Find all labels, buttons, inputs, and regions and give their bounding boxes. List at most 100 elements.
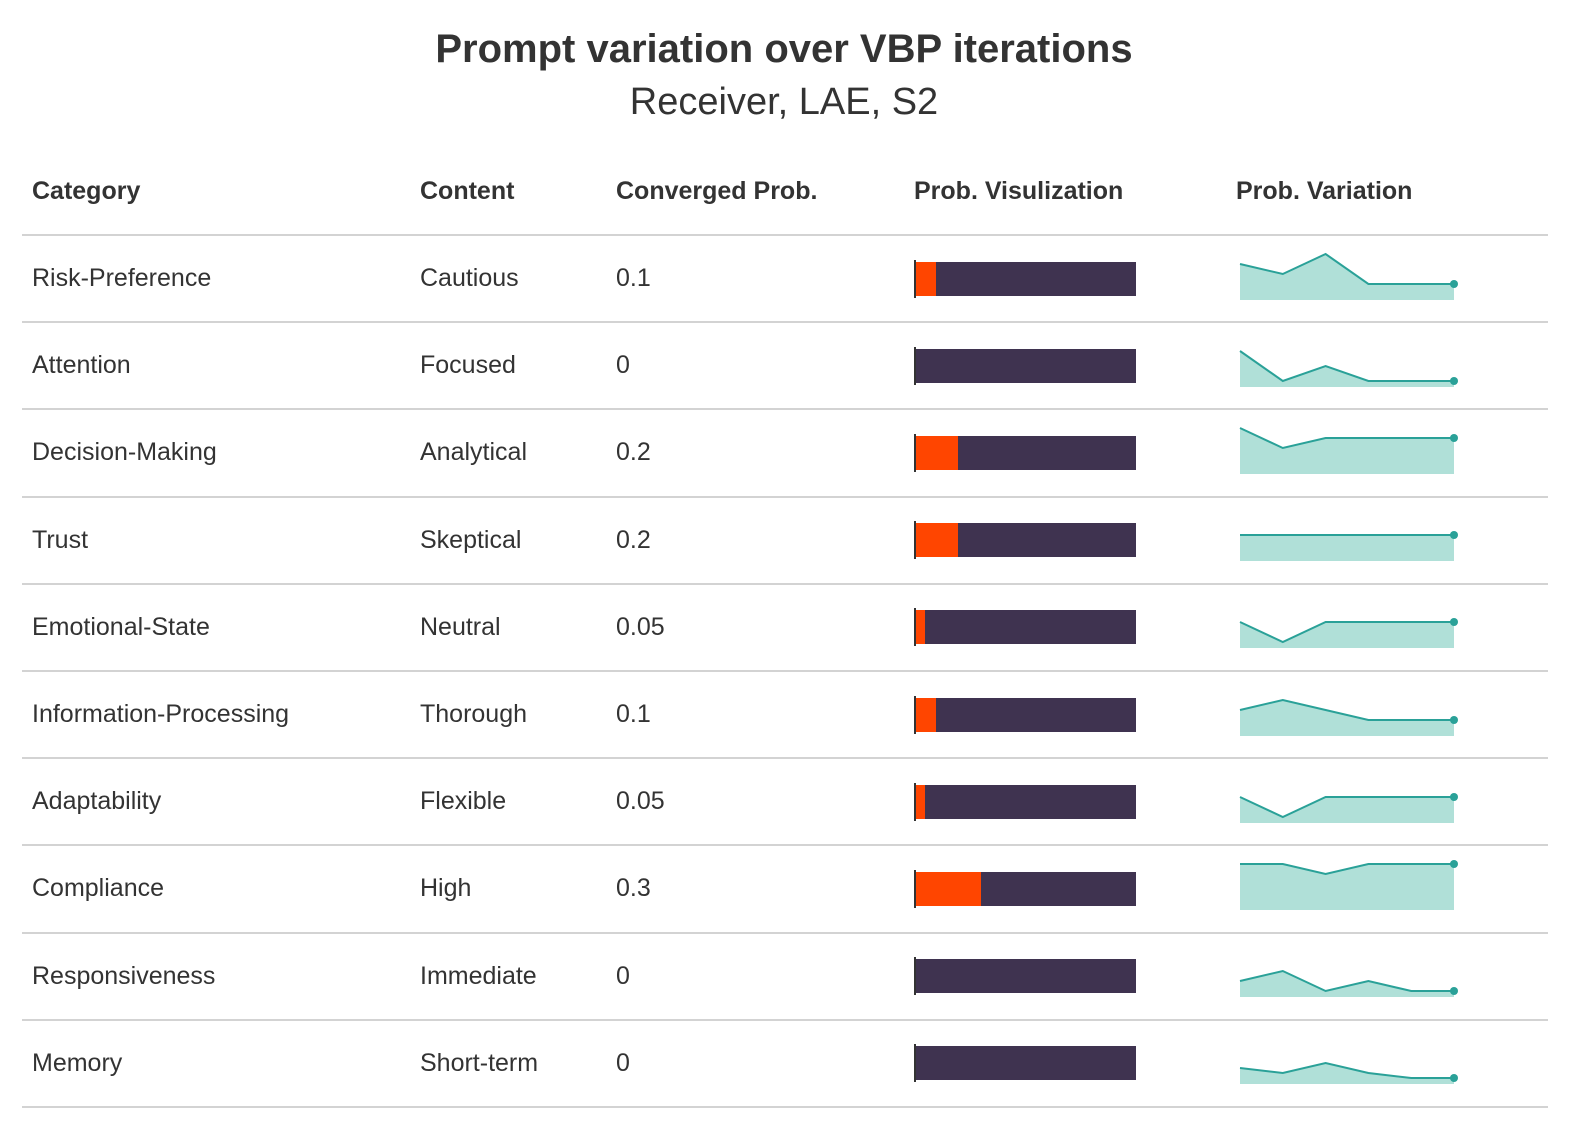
content-cell: Focused <box>420 351 516 380</box>
prob-visualization-cell <box>914 846 1136 931</box>
converged-prob-cell: 0 <box>616 351 630 380</box>
converged-prob-cell: 0.2 <box>616 438 651 467</box>
sparkline <box>1239 427 1458 474</box>
prob-visualization-cell <box>914 236 1136 321</box>
content-cell: High <box>420 874 472 903</box>
content-cell: Cautious <box>420 264 519 293</box>
sparkline-end-point <box>1450 987 1458 996</box>
prob-bar-track <box>914 957 1136 996</box>
sparkline-area <box>1240 622 1454 649</box>
converged-prob-cell: 0.1 <box>616 264 651 293</box>
prob-visualization-cell <box>914 410 1136 495</box>
sparkline-end-point <box>1450 531 1458 540</box>
prob-variation-cell <box>1236 672 1464 757</box>
content-cell: Short-term <box>420 1048 539 1077</box>
prob-variation-cell <box>1236 934 1464 1019</box>
converged-prob-cell: 0.3 <box>616 874 651 903</box>
sparkline-area <box>1240 863 1454 910</box>
sparkline-end-point <box>1450 715 1458 724</box>
prob-bar-fill <box>914 435 959 470</box>
prob-variation-cell <box>1236 410 1464 495</box>
content-cell: Neutral <box>420 612 501 641</box>
prob-bar-axis <box>914 259 916 298</box>
sparkline <box>1239 252 1458 300</box>
prob-bar-axis <box>914 957 916 996</box>
prob-variation-cell <box>1236 323 1464 408</box>
sparkline-area <box>1240 971 1454 998</box>
category-cell: Adaptability <box>32 787 162 816</box>
converged-prob-cell: 0.05 <box>616 787 665 816</box>
category-cell: Information-Processing <box>32 700 290 729</box>
prob-variation-cell <box>1236 759 1464 844</box>
table-row: Information-Processing Thorough 0.1 <box>22 672 1548 760</box>
prob-visualization-cell <box>914 585 1136 670</box>
sparkline-end-point <box>1450 376 1458 385</box>
header-prob-visualization: Prob. Visulization <box>914 177 1124 205</box>
sparkline-end-point <box>1450 433 1458 442</box>
sparkline-end-point <box>1450 279 1458 288</box>
prob-bar-fill <box>914 697 937 732</box>
prob-visualization-cell <box>914 934 1136 1019</box>
table-row: Attention Focused 0 <box>22 323 1548 411</box>
prob-bar-axis <box>914 869 916 908</box>
content-cell: Analytical <box>420 438 527 467</box>
category-cell: Emotional-State <box>32 612 210 641</box>
prob-bar-axis <box>914 433 916 472</box>
sparkline <box>1239 970 1458 998</box>
table-body: Risk-Preference Cautious 0.1 Attention Focus… <box>22 236 1548 1108</box>
content-cell: Thorough <box>420 700 528 729</box>
sparkline-line <box>1239 252 1454 285</box>
chart-subtitle: Receiver, LAE, S2 <box>629 81 939 123</box>
prob-bar-fill <box>914 523 959 558</box>
sparkline-line <box>1240 862 1454 875</box>
prob-bar-axis <box>914 608 916 647</box>
header-content: Content <box>420 177 515 205</box>
sparkline <box>1239 618 1458 649</box>
category-cell: Trust <box>32 525 89 554</box>
sparkline <box>1240 531 1458 562</box>
header-converged-prob: Converged Prob. <box>616 177 818 205</box>
converged-prob-cell: 0 <box>616 1048 630 1077</box>
sparkline <box>1239 349 1458 387</box>
sparkline-line <box>1239 698 1454 721</box>
category-cell: Attention <box>32 351 131 380</box>
converged-prob-cell: 0.1 <box>616 700 651 729</box>
category-cell: Compliance <box>32 874 165 903</box>
prob-bar-axis <box>914 521 916 560</box>
prob-bar-axis <box>914 1044 916 1083</box>
table-row: Adaptability Flexible 0.05 <box>22 759 1548 847</box>
table-row: Emotional-State Neutral 0.05 <box>22 585 1548 672</box>
sparkline-line <box>1239 1062 1454 1080</box>
converged-prob-cell: 0 <box>616 961 630 990</box>
sparkline-end-point <box>1450 618 1458 627</box>
prob-bar-axis <box>914 695 916 734</box>
sparkline-end-point <box>1450 792 1458 801</box>
prob-bar-fill <box>914 784 926 819</box>
table-header: Category Content Converged Prob. Prob. V… <box>22 150 1548 236</box>
prob-visualization-cell <box>914 323 1136 408</box>
sparkline <box>1239 698 1458 736</box>
prob-bar-fill <box>914 261 937 296</box>
sparkline-line <box>1239 427 1454 450</box>
prob-bar-track <box>914 433 1136 472</box>
prob-visualization-cell <box>914 759 1136 844</box>
table-row: Trust Skeptical 0.2 <box>22 498 1548 585</box>
prob-bar-track <box>914 1044 1136 1083</box>
category-cell: Responsiveness <box>32 961 216 990</box>
prob-bar-track <box>914 695 1136 734</box>
content-cell: Skeptical <box>420 525 522 554</box>
table-row: Risk-Preference Cautious 0.1 <box>22 236 1548 324</box>
header-category: Category <box>32 177 141 205</box>
sparkline <box>1240 859 1458 910</box>
content-cell: Immediate <box>420 961 537 990</box>
sparkline-area <box>1240 427 1454 474</box>
prob-bar-track <box>914 346 1136 385</box>
converged-prob-cell: 0.2 <box>616 525 651 554</box>
prob-visualization-cell <box>914 498 1136 583</box>
prob-bar-axis <box>914 782 916 821</box>
sparkline-area <box>1240 796 1454 823</box>
category-cell: Memory <box>32 1048 123 1077</box>
prob-bar-fill <box>914 610 926 645</box>
prob-variation-cell <box>1236 236 1464 321</box>
sparkline-end-point <box>1450 859 1458 868</box>
